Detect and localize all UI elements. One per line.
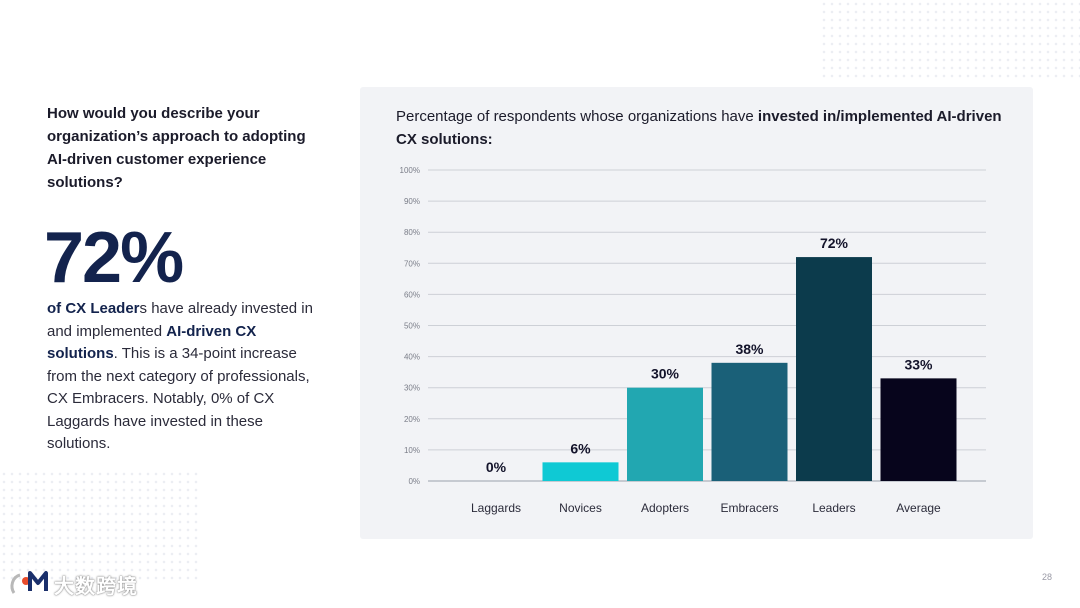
stat-description: of CX Leaders have already invested in a… <box>47 298 317 456</box>
bar-average <box>880 378 957 481</box>
chart-panel: Percentage of respondents whose organiza… <box>360 87 1033 539</box>
data-label: 0% <box>486 459 507 475</box>
y-tick-label: 20% <box>404 415 420 424</box>
highlight-cx-leaders: of CX Leader <box>47 300 140 317</box>
decorative-dots-bottom-left <box>0 470 200 580</box>
y-tick-label: 100% <box>400 166 420 175</box>
desc-text-1: s have already invested in and implement… <box>47 300 313 340</box>
logo-mark-icon <box>8 567 52 601</box>
y-tick-label: 60% <box>404 290 420 299</box>
bar-embracers <box>711 362 788 481</box>
logo-text: 大数跨境 <box>54 575 138 598</box>
y-tick-label: 40% <box>404 353 420 362</box>
watermark-logo: 大数跨境 <box>8 567 138 601</box>
y-tick-label: 0% <box>408 477 420 486</box>
chart-title-prefix: Percentage of respondents whose organiza… <box>396 108 758 125</box>
headline-stat: 72% <box>44 218 184 298</box>
x-tick-label: Average <box>896 501 941 515</box>
y-tick-label: 70% <box>404 259 420 268</box>
x-tick-label: Leaders <box>812 501 855 515</box>
decorative-dots-top-right <box>820 0 1080 80</box>
survey-question: How would you describe your organization… <box>47 105 306 191</box>
data-label: 38% <box>735 341 764 357</box>
bar-leaders <box>796 257 872 481</box>
data-label: 6% <box>570 440 591 456</box>
highlight-ai-driven: AI-driven CX solutions <box>47 322 257 363</box>
x-tick-label: Embracers <box>720 501 778 515</box>
bar-novices <box>542 462 619 481</box>
data-label: 30% <box>651 366 680 382</box>
bar-chart: 0% 10% 20% 30% 40% 50% 60% 70% 80% 90% 100% 0% Lagga… <box>400 166 986 515</box>
chart-title-bold: invested in/implemented AI-driven CX sol… <box>396 108 1002 148</box>
page-number: 28 <box>1041 572 1052 582</box>
x-tick-label: Laggards <box>471 501 521 515</box>
y-tick-label: 10% <box>404 446 420 455</box>
desc-text-2: . This is a 34-point increase from the n… <box>47 345 310 452</box>
y-tick-label: 30% <box>404 384 420 393</box>
y-tick-label: 90% <box>404 197 420 206</box>
data-label: 33% <box>904 356 933 372</box>
chart-title: Percentage of respondents whose organiza… <box>396 105 1016 151</box>
x-tick-label: Novices <box>559 501 602 515</box>
bar-adopters <box>627 387 703 481</box>
x-tick-label: Adopters <box>641 501 689 515</box>
y-tick-label: 80% <box>404 228 420 237</box>
data-label: 72% <box>820 235 849 251</box>
y-tick-label: 50% <box>404 322 420 331</box>
